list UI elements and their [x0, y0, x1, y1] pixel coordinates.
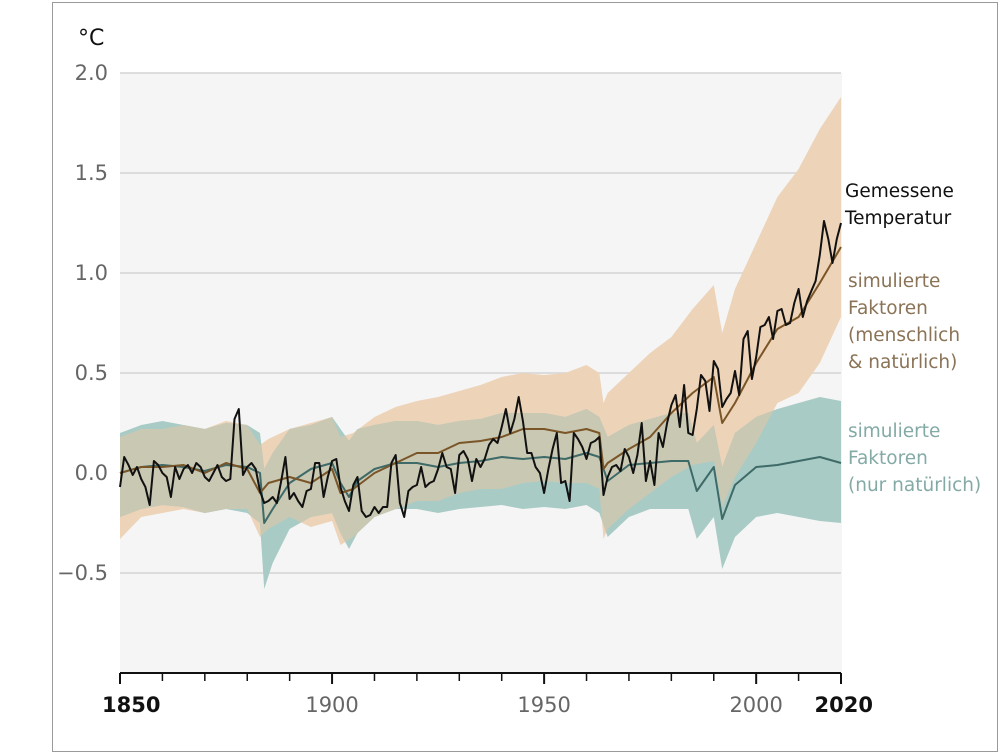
- legend-label-human-natural: simulierte Faktoren (menschlich & natürl…: [848, 271, 966, 373]
- x-tick-label: 1850: [102, 693, 160, 717]
- legend-human-line-2: Faktoren: [848, 298, 928, 319]
- series-lines: [119, 220, 842, 524]
- y-tick-label: 0.5: [75, 361, 108, 385]
- y-axis-tick-labels: 2.0 1.5 1.0 0.5 0.0 −0.5: [57, 61, 108, 585]
- x-axis-tick-labels: 1850 1900 1950 2000 2020: [102, 693, 873, 717]
- line-natural: [119, 452, 842, 524]
- legend-human-line-4: & natürlich): [848, 352, 957, 373]
- legend-human-line-3: (menschlich: [848, 325, 960, 346]
- legend-natural-line-3: (nur natürlich): [848, 475, 981, 496]
- y-tick-label: 1.5: [75, 161, 108, 185]
- chart-frame: [52, 2, 998, 752]
- y-tick-label: 0.0: [75, 461, 108, 485]
- x-tick-label: 2000: [729, 693, 782, 717]
- legend-label-observed: Gemessene Temperatur: [844, 181, 960, 229]
- y-tick-label: 1.0: [75, 261, 108, 285]
- line-observed: [119, 220, 842, 518]
- x-tick-label: 1950: [517, 693, 570, 717]
- y-tick-label: −0.5: [57, 561, 108, 585]
- legend-human-line-1: simulierte: [848, 271, 940, 292]
- y-tick-label: 2.0: [75, 61, 108, 85]
- x-tick-label: 1900: [305, 693, 358, 717]
- x-tick-label: 2020: [815, 693, 873, 717]
- legend-natural-line-2: Faktoren: [848, 448, 928, 469]
- uncertainty-bands: [120, 97, 841, 589]
- x-axis: [119, 672, 842, 684]
- line-human-natural: [119, 246, 842, 494]
- legend-label-natural: simulierte Faktoren (nur natürlich): [848, 421, 981, 496]
- legend-natural-line-1: simulierte: [848, 421, 940, 442]
- legend-observed-line-2: Temperatur: [844, 208, 952, 229]
- y-unit-label: °C: [78, 26, 104, 51]
- legend-observed-line-1: Gemessene: [845, 181, 954, 202]
